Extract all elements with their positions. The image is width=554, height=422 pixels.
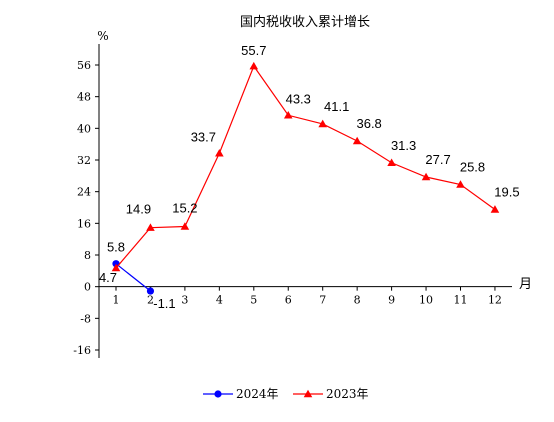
point-marker — [249, 61, 259, 70]
point-marker — [421, 172, 431, 181]
data-label: 41.1 — [324, 99, 349, 114]
point-marker — [215, 148, 224, 157]
y-tick-label: 56 — [77, 59, 91, 72]
legend-item-2: 2023年 — [293, 387, 369, 401]
x-tick-label: 5 — [250, 294, 257, 307]
data-label: 25.8 — [460, 160, 485, 175]
x-tick-label: 10 — [419, 294, 433, 307]
x-tick-label: 4 — [216, 294, 223, 307]
data-label: 4.7 — [99, 270, 117, 285]
y-axis-unit: % — [97, 29, 108, 43]
x-axis-unit: 月 — [519, 277, 532, 292]
data-labels: 5.8-1.14.714.9 15.233.755.743.341.136.831… — [99, 43, 520, 311]
series-layer — [111, 61, 500, 295]
x-axis-ticks: 1 2 3 4 5 6 7 8 9 10 11 12 — [113, 286, 502, 307]
y-tick-label: 0 — [84, 281, 91, 294]
data-label: 5.8 — [107, 240, 125, 255]
point-marker — [180, 222, 190, 230]
x-tick-label: 12 — [488, 294, 502, 307]
legend-item-1: 2024年 — [203, 387, 279, 401]
y-tick-label: 24 — [77, 186, 91, 199]
point-marker — [146, 287, 155, 295]
y-tick-label: 16 — [77, 217, 91, 230]
data-label: 33.7 — [191, 129, 216, 144]
y-tick-label: -16 — [73, 344, 91, 357]
x-tick-label: 2 — [147, 294, 154, 307]
y-tick-label: 40 — [77, 122, 91, 135]
point-marker — [490, 205, 500, 213]
y-tick-label: 32 — [77, 154, 91, 167]
data-label: 14.9 — [126, 202, 151, 217]
point-marker — [387, 158, 396, 166]
x-tick-label: 3 — [181, 294, 188, 307]
x-tick-label: 8 — [354, 294, 361, 307]
point-marker — [283, 110, 293, 119]
data-label: 36.8 — [356, 116, 381, 131]
y-tick-label: -8 — [80, 312, 91, 325]
data-label: 31.3 — [391, 138, 416, 153]
x-tick-label: 1 — [113, 294, 120, 307]
series-line-1 — [115, 263, 151, 292]
x-tick-label: 9 — [388, 294, 395, 307]
x-tick-label: 7 — [319, 294, 326, 307]
y-axis-ticks: 56 48 40 32 24 16 8 0 -8 -16 — [73, 59, 99, 357]
chart-title: 国内税收收入累计增长 — [240, 14, 370, 30]
data-label: 15.2 — [172, 201, 197, 216]
point-marker — [146, 223, 155, 231]
y-tick-label: 8 — [84, 249, 91, 262]
data-label: 43.3 — [286, 91, 311, 106]
legend-marker — [214, 390, 222, 398]
point-marker — [456, 180, 465, 188]
point-marker — [111, 263, 121, 272]
data-label: 55.7 — [241, 43, 266, 58]
legend: 2024年 2023年 — [203, 387, 369, 401]
x-tick-label: 6 — [285, 294, 292, 307]
legend-label: 2024年 — [236, 387, 279, 401]
series-line-2 — [115, 64, 496, 269]
data-label: -1.1 — [153, 296, 175, 311]
point-marker — [318, 119, 327, 128]
data-label: 27.7 — [425, 152, 450, 167]
y-tick-label: 48 — [77, 91, 91, 104]
legend-marker — [303, 389, 313, 398]
point-marker — [352, 136, 362, 145]
x-tick-label: 11 — [454, 294, 468, 307]
data-label: 19.5 — [494, 184, 519, 199]
legend-label: 2023年 — [326, 387, 369, 401]
